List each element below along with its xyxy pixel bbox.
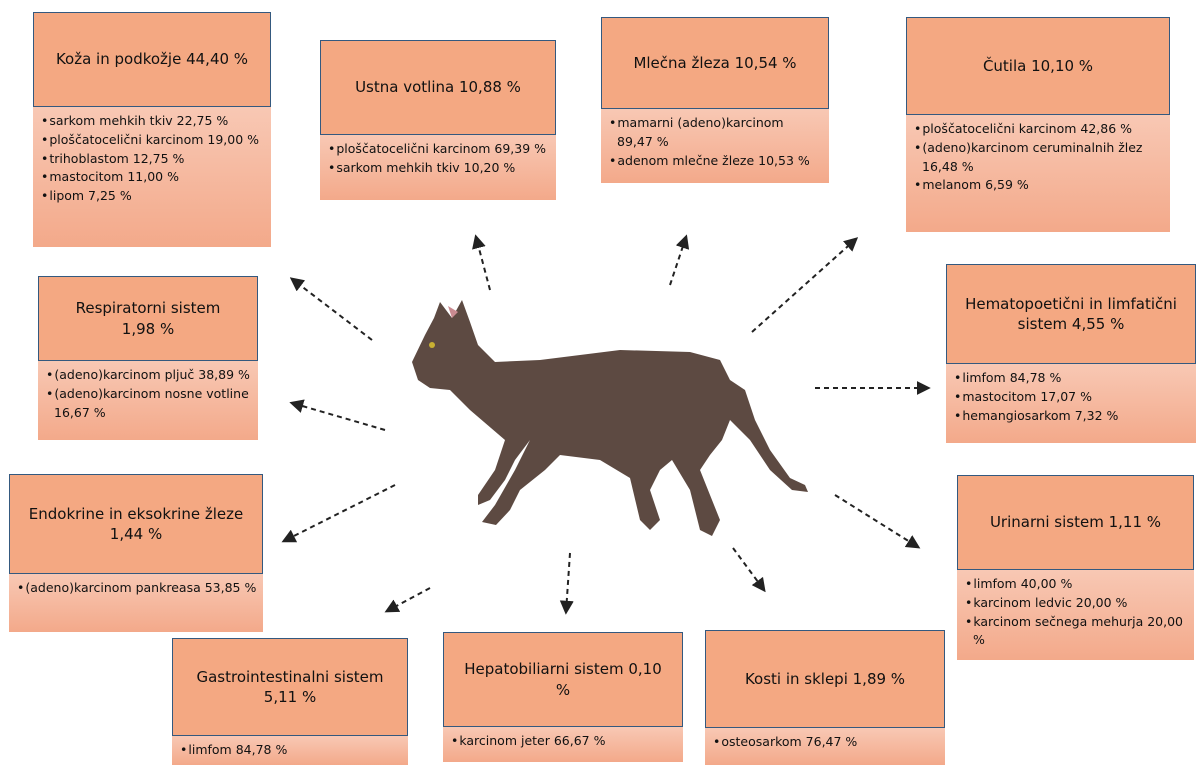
item: melanom 6,59 % — [912, 176, 1164, 195]
title-text: Hematopoetični in limfatični sistem 4,55… — [961, 294, 1181, 335]
box-items: (adeno)karcinom pankreasa 53,85 % — [9, 574, 263, 632]
box-items: ploščatocelični karcinom 69,39 %sarkom m… — [320, 135, 556, 200]
item: lipom 7,25 % — [39, 187, 265, 206]
item: (adeno)karcinom ceruminalnih žlez 16,48 … — [912, 139, 1164, 177]
box-title: Hematopoetični in limfatični sistem 4,55… — [946, 264, 1196, 364]
item: ploščatocelični karcinom 19,00 % — [39, 131, 265, 150]
box-items: (adeno)karcinom pljuč 38,89 %(adeno)karc… — [38, 361, 258, 440]
item: limfom 84,78 % — [952, 369, 1190, 388]
item: ploščatocelični karcinom 42,86 % — [912, 120, 1164, 139]
title-text: Hepatobiliarni sistem 0,10 % — [463, 659, 663, 700]
item: mastocitom 11,00 % — [39, 168, 265, 187]
title-text: Ustna votlina 10,88 % — [355, 77, 521, 97]
title-text: Urinarni sistem 1,11 % — [990, 512, 1161, 532]
box-title: Koža in podkožje 44,40 % — [33, 12, 271, 107]
box-items: limfom 84,78 % — [172, 736, 408, 765]
item: karcinom sečnega mehurja 20,00 % — [963, 613, 1188, 651]
item: limfom 84,78 % — [178, 741, 402, 760]
box-items: karcinom jeter 66,67 % — [443, 727, 683, 762]
title-text: Koža in podkožje 44,40 % — [56, 49, 248, 69]
box-items: mamarni (adeno)karcinom 89,47 %adenom ml… — [601, 109, 829, 183]
item: karcinom jeter 66,67 % — [449, 732, 677, 751]
title-text: Kosti in sklepi 1,89 % — [745, 669, 905, 689]
title-text: Mlečna žleza 10,54 % — [633, 53, 796, 73]
item: (adeno)karcinom pljuč 38,89 % — [44, 366, 252, 385]
box-items: limfom 84,78 %mastocitom 17,07 %hemangio… — [946, 364, 1196, 443]
box-title: Čutila 10,10 % — [906, 17, 1170, 115]
title-text: Čutila 10,10 % — [983, 56, 1093, 76]
item: mamarni (adeno)karcinom 89,47 % — [607, 114, 823, 152]
box-title: Urinarni sistem 1,11 % — [957, 475, 1194, 570]
item: karcinom ledvic 20,00 % — [963, 594, 1188, 613]
box-title: Gastrointestinalni sistem 5,11 % — [172, 638, 408, 736]
item: mastocitom 17,07 % — [952, 388, 1190, 407]
box-title: Ustna votlina 10,88 % — [320, 40, 556, 135]
box-items: ploščatocelični karcinom 42,86 %(adeno)k… — [906, 115, 1170, 232]
item: osteosarkom 76,47 % — [711, 733, 939, 752]
diagram: Koža in podkožje 44,40 % sarkom mehkih tk… — [0, 0, 1196, 765]
box-title: Hepatobiliarni sistem 0,10 % — [443, 632, 683, 727]
item: hemangiosarkom 7,32 % — [952, 407, 1190, 426]
item: ploščatocelični karcinom 69,39 % — [326, 140, 550, 159]
box-title: Respiratorni sistem 1,98 % — [38, 276, 258, 361]
box-items: limfom 40,00 %karcinom ledvic 20,00 %kar… — [957, 570, 1194, 660]
box-title: Kosti in sklepi 1,89 % — [705, 630, 945, 728]
title-text: Endokrine in eksokrine žleze 1,44 % — [21, 504, 251, 545]
item: (adeno)karcinom nosne votline 16,67 % — [44, 385, 252, 423]
box-title: Mlečna žleza 10,54 % — [601, 17, 829, 109]
title-text: Respiratorni sistem 1,98 % — [68, 298, 228, 339]
box-title: Endokrine in eksokrine žleze 1,44 % — [9, 474, 263, 574]
title-text: Gastrointestinalni sistem 5,11 % — [185, 667, 395, 708]
item: (adeno)karcinom pankreasa 53,85 % — [15, 579, 257, 598]
item: sarkom mehkih tkiv 10,20 % — [326, 159, 550, 178]
item: limfom 40,00 % — [963, 575, 1188, 594]
item: adenom mlečne žleze 10,53 % — [607, 152, 823, 171]
item: trihoblastom 12,75 % — [39, 150, 265, 169]
item: sarkom mehkih tkiv 22,75 % — [39, 112, 265, 131]
cat — [412, 300, 808, 536]
box-items: sarkom mehkih tkiv 22,75 %ploščatoceličn… — [33, 107, 271, 247]
box-items: osteosarkom 76,47 % — [705, 728, 945, 765]
